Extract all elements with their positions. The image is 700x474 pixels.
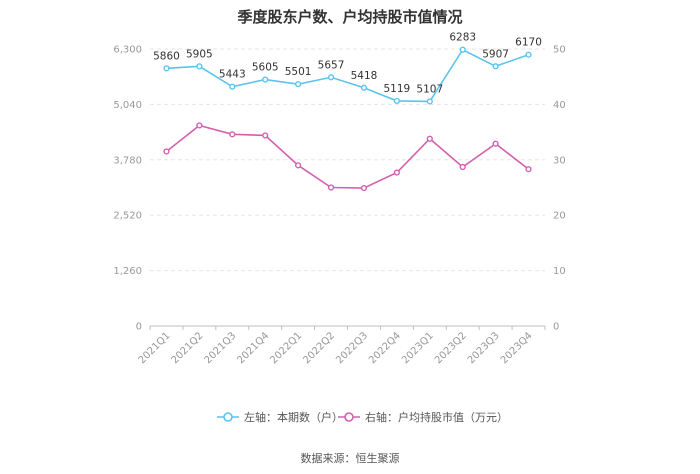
legend-marker — [223, 412, 233, 422]
data-label: 5605 — [252, 62, 279, 74]
right-tick-label: 30 — [553, 155, 566, 166]
data-point — [229, 131, 236, 138]
data-point — [295, 81, 302, 88]
right-tick-label: 50 — [553, 45, 566, 56]
data-point — [492, 140, 499, 147]
data-label: 5657 — [318, 59, 345, 71]
x-tick-label: 2022Q2 — [301, 330, 337, 366]
data-label: 5905 — [186, 48, 213, 60]
right-tick-label: 0 — [553, 322, 559, 333]
left-tick-label: 6,300 — [113, 45, 142, 56]
data-point — [360, 84, 368, 91]
data-labels: 5860 5905 5443 5605 5501 5657 5418 5119 5107 6283… — [153, 32, 542, 96]
right-tick-label: 20 — [553, 211, 566, 222]
x-tick-label: 2021Q2 — [170, 330, 206, 366]
data-point — [426, 98, 433, 105]
series — [163, 46, 532, 192]
x-tick-label: 2021Q3 — [203, 330, 239, 366]
x-tick-label: 2023Q2 — [433, 330, 469, 366]
left-tick-label: 1,260 — [113, 266, 142, 277]
data-point — [196, 63, 203, 70]
data-point — [459, 163, 466, 171]
data-point — [327, 184, 335, 191]
x-tick-label: 2023Q4 — [499, 330, 535, 366]
x-tick-label: 2022Q3 — [334, 330, 370, 366]
x-tick-label: 2023Q3 — [466, 330, 502, 366]
x-tick-label: 2022Q4 — [367, 330, 403, 366]
data-label: 5107 — [416, 83, 443, 95]
data-label: 5119 — [384, 83, 411, 95]
data-point — [393, 97, 400, 105]
data-point — [229, 83, 236, 90]
left-tick-label: 0 — [136, 322, 142, 333]
right-tick-label: 10 — [553, 266, 566, 277]
grid — [150, 48, 545, 272]
series-line-households — [166, 48, 529, 103]
right-tick-label: 40 — [553, 100, 566, 111]
data-point — [525, 51, 532, 58]
x-tick-label: 2021Q4 — [235, 330, 271, 366]
data-label: 5418 — [351, 70, 378, 82]
data-point — [262, 76, 269, 83]
legend-label: 左轴：本期数（户） — [244, 410, 343, 424]
data-point — [196, 122, 203, 129]
data-label: 6283 — [449, 32, 476, 44]
data-label: 5501 — [285, 66, 312, 78]
x-tick-label: 2021Q1 — [137, 330, 173, 366]
axes: 0 1,260 2,520 3,780 5,040 6,300 0 10 20 30 40 50 202… — [113, 45, 565, 367]
data-point — [426, 135, 433, 142]
left-tick-label: 2,520 — [113, 211, 142, 222]
left-tick-label: 3,780 — [113, 155, 142, 166]
source-note: 数据来源：恒生聚源 — [301, 451, 400, 465]
data-label: 5443 — [219, 69, 246, 81]
data-point — [295, 162, 302, 169]
x-tick-label: 2022Q1 — [268, 330, 304, 366]
chart-title: 季度股东户数、户均持股市值情况 — [237, 8, 462, 26]
data-point — [262, 132, 269, 139]
data-point — [492, 63, 499, 70]
legend: 左轴：本期数（户） 右轴：户均持股市值（万元） — [217, 410, 508, 424]
left-tick-label: 5,040 — [113, 100, 142, 111]
data-point — [327, 74, 335, 81]
x-tick-label: 2023Q1 — [400, 330, 436, 366]
legend-marker — [344, 412, 354, 422]
data-point — [163, 65, 170, 72]
data-point — [459, 46, 466, 53]
data-point — [525, 166, 532, 173]
data-point — [163, 148, 170, 155]
data-label: 6170 — [515, 37, 542, 49]
data-label: 5860 — [153, 50, 180, 62]
series-line-avg-value — [165, 124, 530, 189]
legend-label: 右轴：户均持股市值（万元） — [365, 410, 508, 424]
data-point — [360, 184, 368, 192]
data-label: 5907 — [482, 48, 509, 60]
data-point — [393, 169, 400, 176]
